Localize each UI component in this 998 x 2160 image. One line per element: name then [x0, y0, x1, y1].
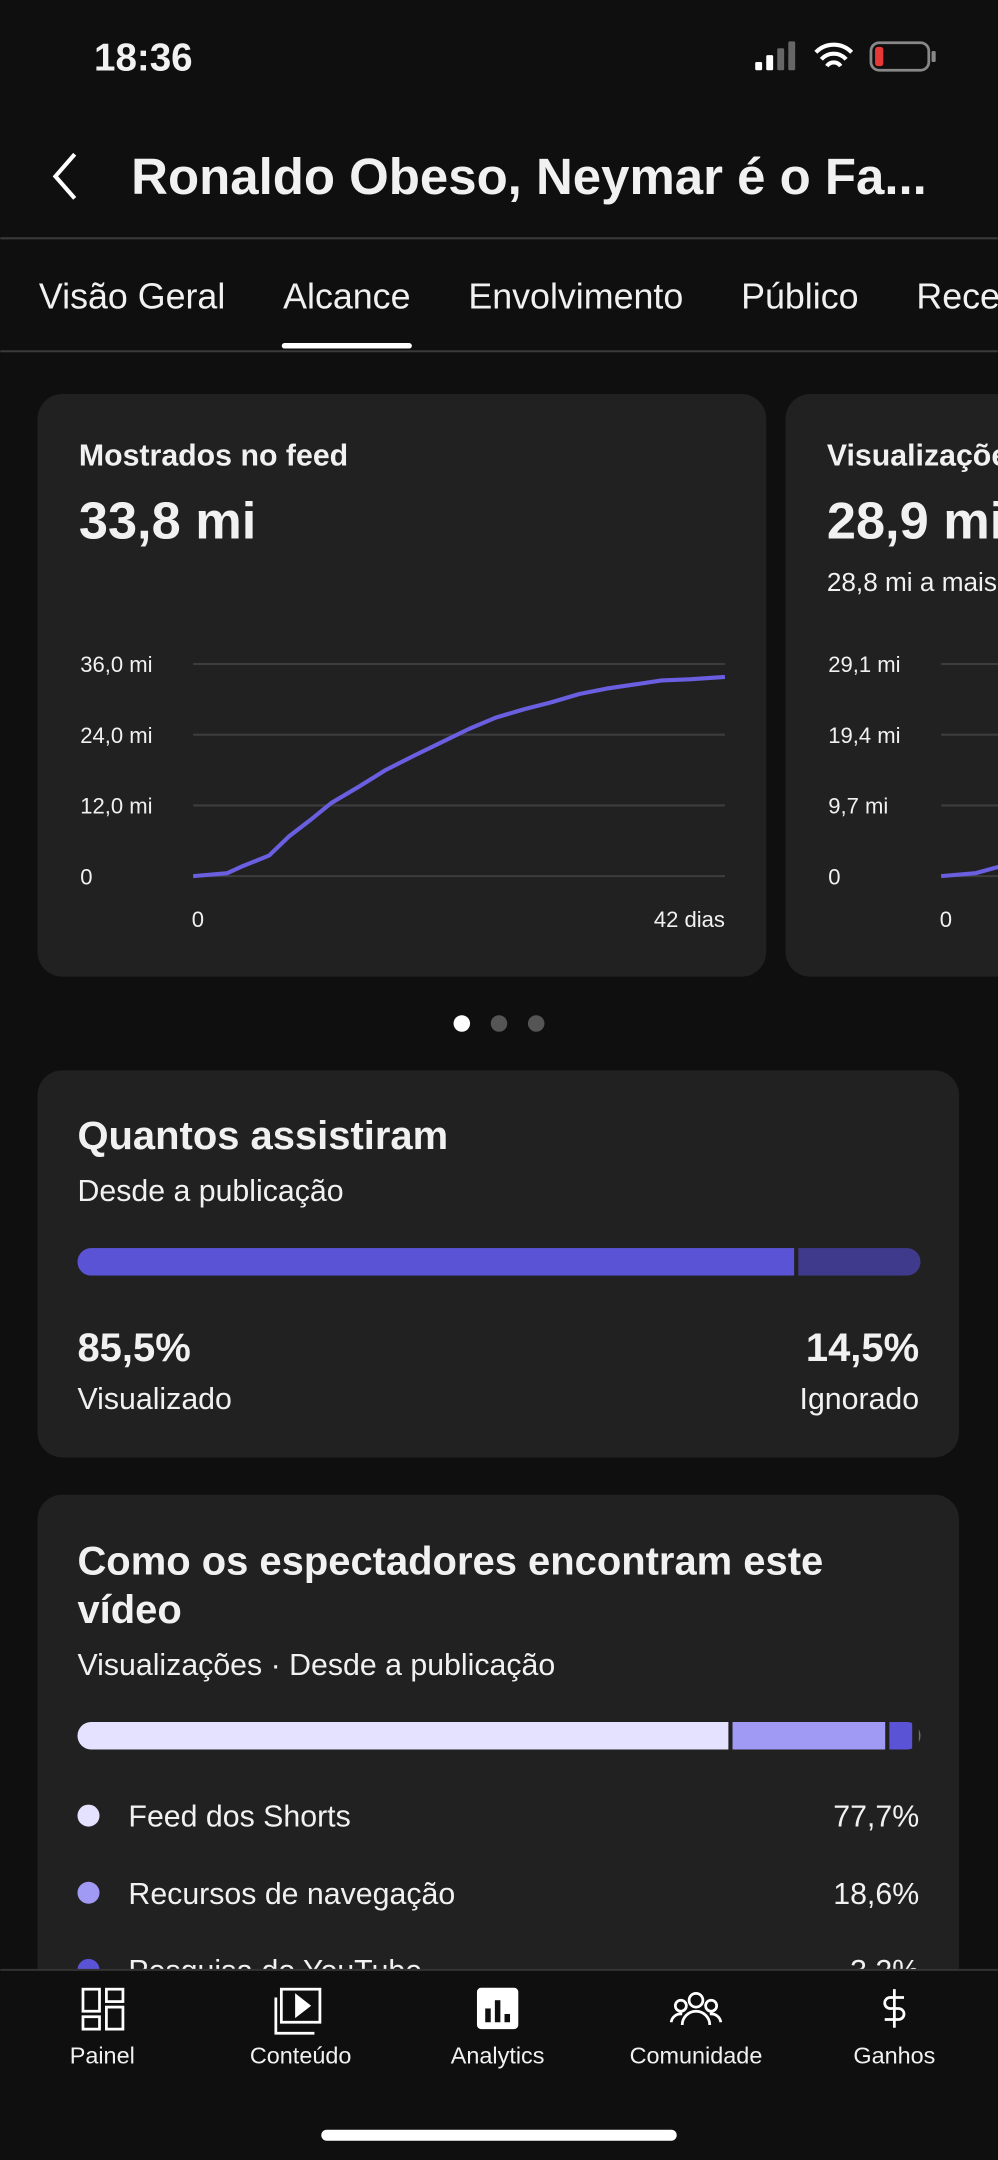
- nav-label[interactable]: Comunidade: [630, 2043, 763, 2069]
- metric-label: Visualizações: [827, 440, 998, 473]
- y-tick-label: 29,1 mi: [828, 652, 900, 677]
- segment-name: Visualizado: [77, 1383, 231, 1416]
- video-title: Ronaldo Obeso, Neymar é o Fa...: [131, 148, 927, 205]
- y-tick-label: 19,4 mi: [828, 723, 900, 748]
- line-series: [941, 864, 998, 879]
- source-name: Recursos de navegação: [128, 1878, 455, 1911]
- metric-change: 28,8 mi a mais: [827, 567, 997, 597]
- x-tick-label: 42 dias: [654, 907, 725, 932]
- tab-indicator: [281, 343, 412, 349]
- metric-card: [785, 393, 998, 977]
- bar-segment: [889, 1721, 913, 1750]
- pagination: [453, 1015, 545, 1032]
- tab[interactable]: Público: [741, 277, 858, 317]
- tab[interactable]: Receita: [916, 277, 998, 317]
- value-label: 14,5%: [806, 1326, 919, 1370]
- bar-segment: [77, 1721, 729, 1750]
- bar-segment: [732, 1721, 886, 1750]
- card-title: vídeo: [77, 1588, 181, 1632]
- tab[interactable]: Alcance: [283, 277, 410, 317]
- bar-segment: [798, 1248, 921, 1276]
- status-icons: [755, 41, 936, 72]
- home-indicator: [321, 2129, 677, 2141]
- tab[interactable]: Envolvimento: [468, 277, 683, 317]
- y-tick-label: 9,7 mi: [828, 794, 888, 819]
- source-name: Feed dos Shorts: [128, 1801, 350, 1834]
- tab-bar: Visão Geral Alcance Envolvimento Público Rec…: [39, 277, 998, 349]
- metric-value: 28,9 mi: [827, 493, 998, 551]
- card-subtitle: Visualizações · Desde a publicação: [77, 1649, 555, 1682]
- metric-value: 33,8 mi: [79, 493, 256, 551]
- card-title: Quantos assistiram: [77, 1114, 448, 1158]
- metric-card: [37, 393, 767, 977]
- x-tick-label: 0: [192, 907, 204, 932]
- tab[interactable]: Visão Geral: [39, 277, 225, 317]
- line-series: [193, 674, 726, 879]
- value-label: 85,5%: [77, 1326, 190, 1370]
- card: [37, 1494, 960, 2074]
- x-tick-label: 0: [940, 907, 952, 932]
- y-tick-label: 0: [80, 864, 92, 889]
- nav-label[interactable]: Ganhos: [853, 2043, 935, 2069]
- y-tick-label: 0: [828, 864, 840, 889]
- bar-segment: [918, 1721, 921, 1750]
- y-tick-label: 12,0 mi: [80, 794, 152, 819]
- legend-dot: [77, 1881, 100, 1904]
- card-subtitle: Desde a publicação: [77, 1175, 343, 1208]
- status-time: 18:36: [94, 36, 193, 79]
- nav-label[interactable]: Painel: [70, 2043, 135, 2069]
- segment-name: Ignorado: [800, 1383, 920, 1416]
- bottom-nav: [0, 1968, 998, 2160]
- bar-segment: [77, 1248, 795, 1276]
- source-value: 18,6%: [833, 1878, 919, 1911]
- source-value: 77,7%: [833, 1801, 919, 1834]
- back-button[interactable]: [52, 152, 77, 200]
- y-tick-label: 24,0 mi: [80, 723, 152, 748]
- nav-label[interactable]: Analytics: [451, 2043, 545, 2069]
- y-tick-label: 36,0 mi: [80, 652, 152, 677]
- metric-label: Mostrados no feed: [79, 440, 348, 473]
- content: Mostrados no feed 33,8 mi 0 12,0 mi 24,0 mi 3…: [37, 393, 998, 2074]
- card-title: Como os espectadores encontram este: [77, 1540, 823, 1584]
- nav-label[interactable]: Conteúdo: [250, 2043, 352, 2069]
- legend-dot: [77, 1804, 100, 1827]
